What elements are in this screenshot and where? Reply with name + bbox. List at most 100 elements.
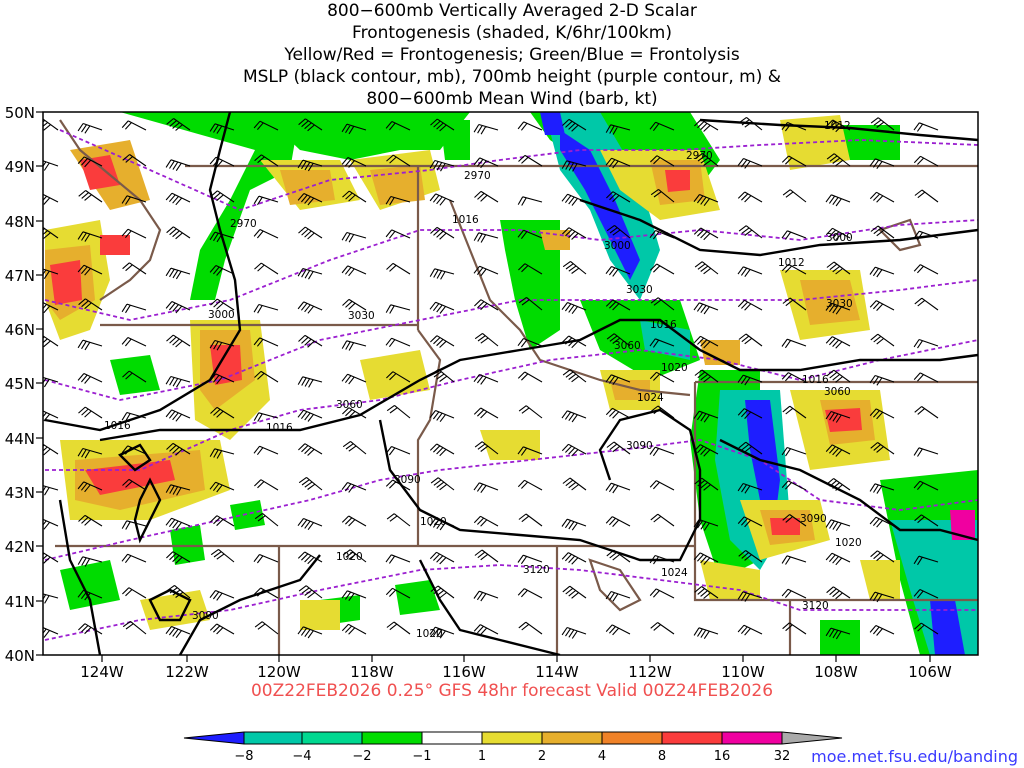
colorbar-label: −8 (234, 749, 253, 764)
wind-barb (694, 586, 719, 599)
wind-barb (605, 124, 631, 135)
wind-barb (913, 589, 939, 599)
wind-barb (77, 589, 103, 601)
mslp-label: 1024 (637, 392, 664, 404)
wind-barb (298, 476, 323, 491)
wind-barb (473, 590, 499, 602)
height-label: 3090 (626, 440, 653, 452)
lat-label: 48N (5, 213, 35, 231)
colorbar-swatch (662, 732, 722, 744)
height-label: 3000 (604, 240, 631, 252)
wind-barb (385, 445, 411, 456)
wind-barb (781, 555, 807, 565)
lat-label: 49N (5, 158, 35, 176)
wind-barb (298, 585, 323, 599)
wind-barb (254, 154, 279, 167)
wind-barb (122, 478, 147, 491)
wind-barb (738, 116, 763, 131)
mslp-label: 1020 (420, 516, 447, 528)
mslp-label: 1020 (661, 362, 688, 374)
height-label: 3090 (394, 474, 421, 486)
wind-barb (517, 196, 543, 206)
wind-barb (650, 188, 675, 203)
wind-barb (297, 267, 323, 280)
wind-barb (122, 620, 147, 635)
wind-barb (738, 333, 763, 347)
lon-label: 122W (165, 663, 209, 681)
wind-barb (210, 298, 235, 311)
wind-barb (518, 296, 543, 311)
wind-barb (78, 514, 103, 527)
wind-barb (473, 515, 499, 527)
wind-barb (429, 301, 455, 314)
wind-barb (782, 189, 807, 203)
wind-barb (650, 405, 675, 419)
wind-barb (913, 372, 939, 383)
wind-barb (122, 154, 147, 167)
wind-barb (385, 229, 411, 239)
wind-barb (43, 268, 59, 280)
wind-barb (913, 480, 939, 491)
wind-barb (297, 159, 323, 172)
wind-barb (77, 481, 103, 493)
wind-barb (649, 371, 675, 383)
wind-barb (429, 409, 455, 423)
wind-barb (649, 446, 675, 457)
wind-barb (165, 301, 191, 314)
wind-barb (562, 118, 587, 132)
wind-barb (913, 230, 939, 241)
wind-barb (298, 226, 323, 240)
height-label: 2970 (686, 150, 713, 162)
wind-barb (517, 229, 543, 240)
wind-barb (78, 298, 103, 311)
height-labels: 2970 2970 2970 3000 3000 3000 3030 3030 … (192, 150, 853, 622)
wind-barb (825, 119, 851, 133)
colorbar-swatch (782, 732, 842, 744)
wind-barb (298, 118, 323, 132)
wind-barb (254, 262, 279, 275)
wind-barb (341, 123, 367, 135)
wind-barb (43, 302, 59, 314)
lon-label: 118W (350, 663, 394, 681)
wind-barb (254, 512, 279, 527)
wind-barb (253, 195, 279, 206)
wind-barb (518, 405, 543, 419)
colorbar-swatch (422, 732, 482, 744)
lat-label: 44N (5, 430, 35, 448)
forecast-valid-line: 00Z22FEB2026 0.25° GFS 48hr forecast Val… (250, 681, 774, 701)
wind-barb (693, 444, 719, 457)
wind-barb (561, 160, 587, 172)
wind-barb (77, 156, 103, 168)
wind-barb (210, 190, 235, 203)
wind-barb (825, 336, 851, 349)
wind-barb (649, 121, 675, 132)
wind-barb (738, 550, 763, 563)
mslp-label: 1016 (802, 374, 829, 386)
wind-barb (385, 304, 411, 314)
wind-barb (561, 626, 587, 639)
wind-barb (869, 191, 895, 203)
wind-barb (43, 193, 59, 205)
wind-barb (561, 552, 587, 565)
wind-barb (473, 624, 499, 635)
wind-barb (649, 588, 675, 599)
wind-barb (78, 406, 103, 419)
wind-barb (737, 482, 763, 494)
mslp-label: 1020 (416, 628, 443, 640)
height-label: 3030 (826, 298, 853, 310)
wind-barb (694, 261, 719, 275)
wind-barb (342, 298, 367, 311)
wind-barb (253, 412, 279, 422)
colorbar-swatch (482, 732, 542, 744)
wind-barb (693, 552, 719, 565)
wind-barb (297, 517, 323, 531)
wind-barb (298, 443, 323, 456)
wind-barb (473, 265, 499, 277)
height-label: 3000 (208, 309, 235, 321)
wind-barb (605, 590, 631, 602)
mslp-label: 1016 (104, 420, 131, 432)
wind-barb (385, 479, 411, 491)
wind-barb (782, 405, 807, 419)
wind-barb (474, 332, 499, 347)
height-label: 3120 (802, 600, 829, 612)
